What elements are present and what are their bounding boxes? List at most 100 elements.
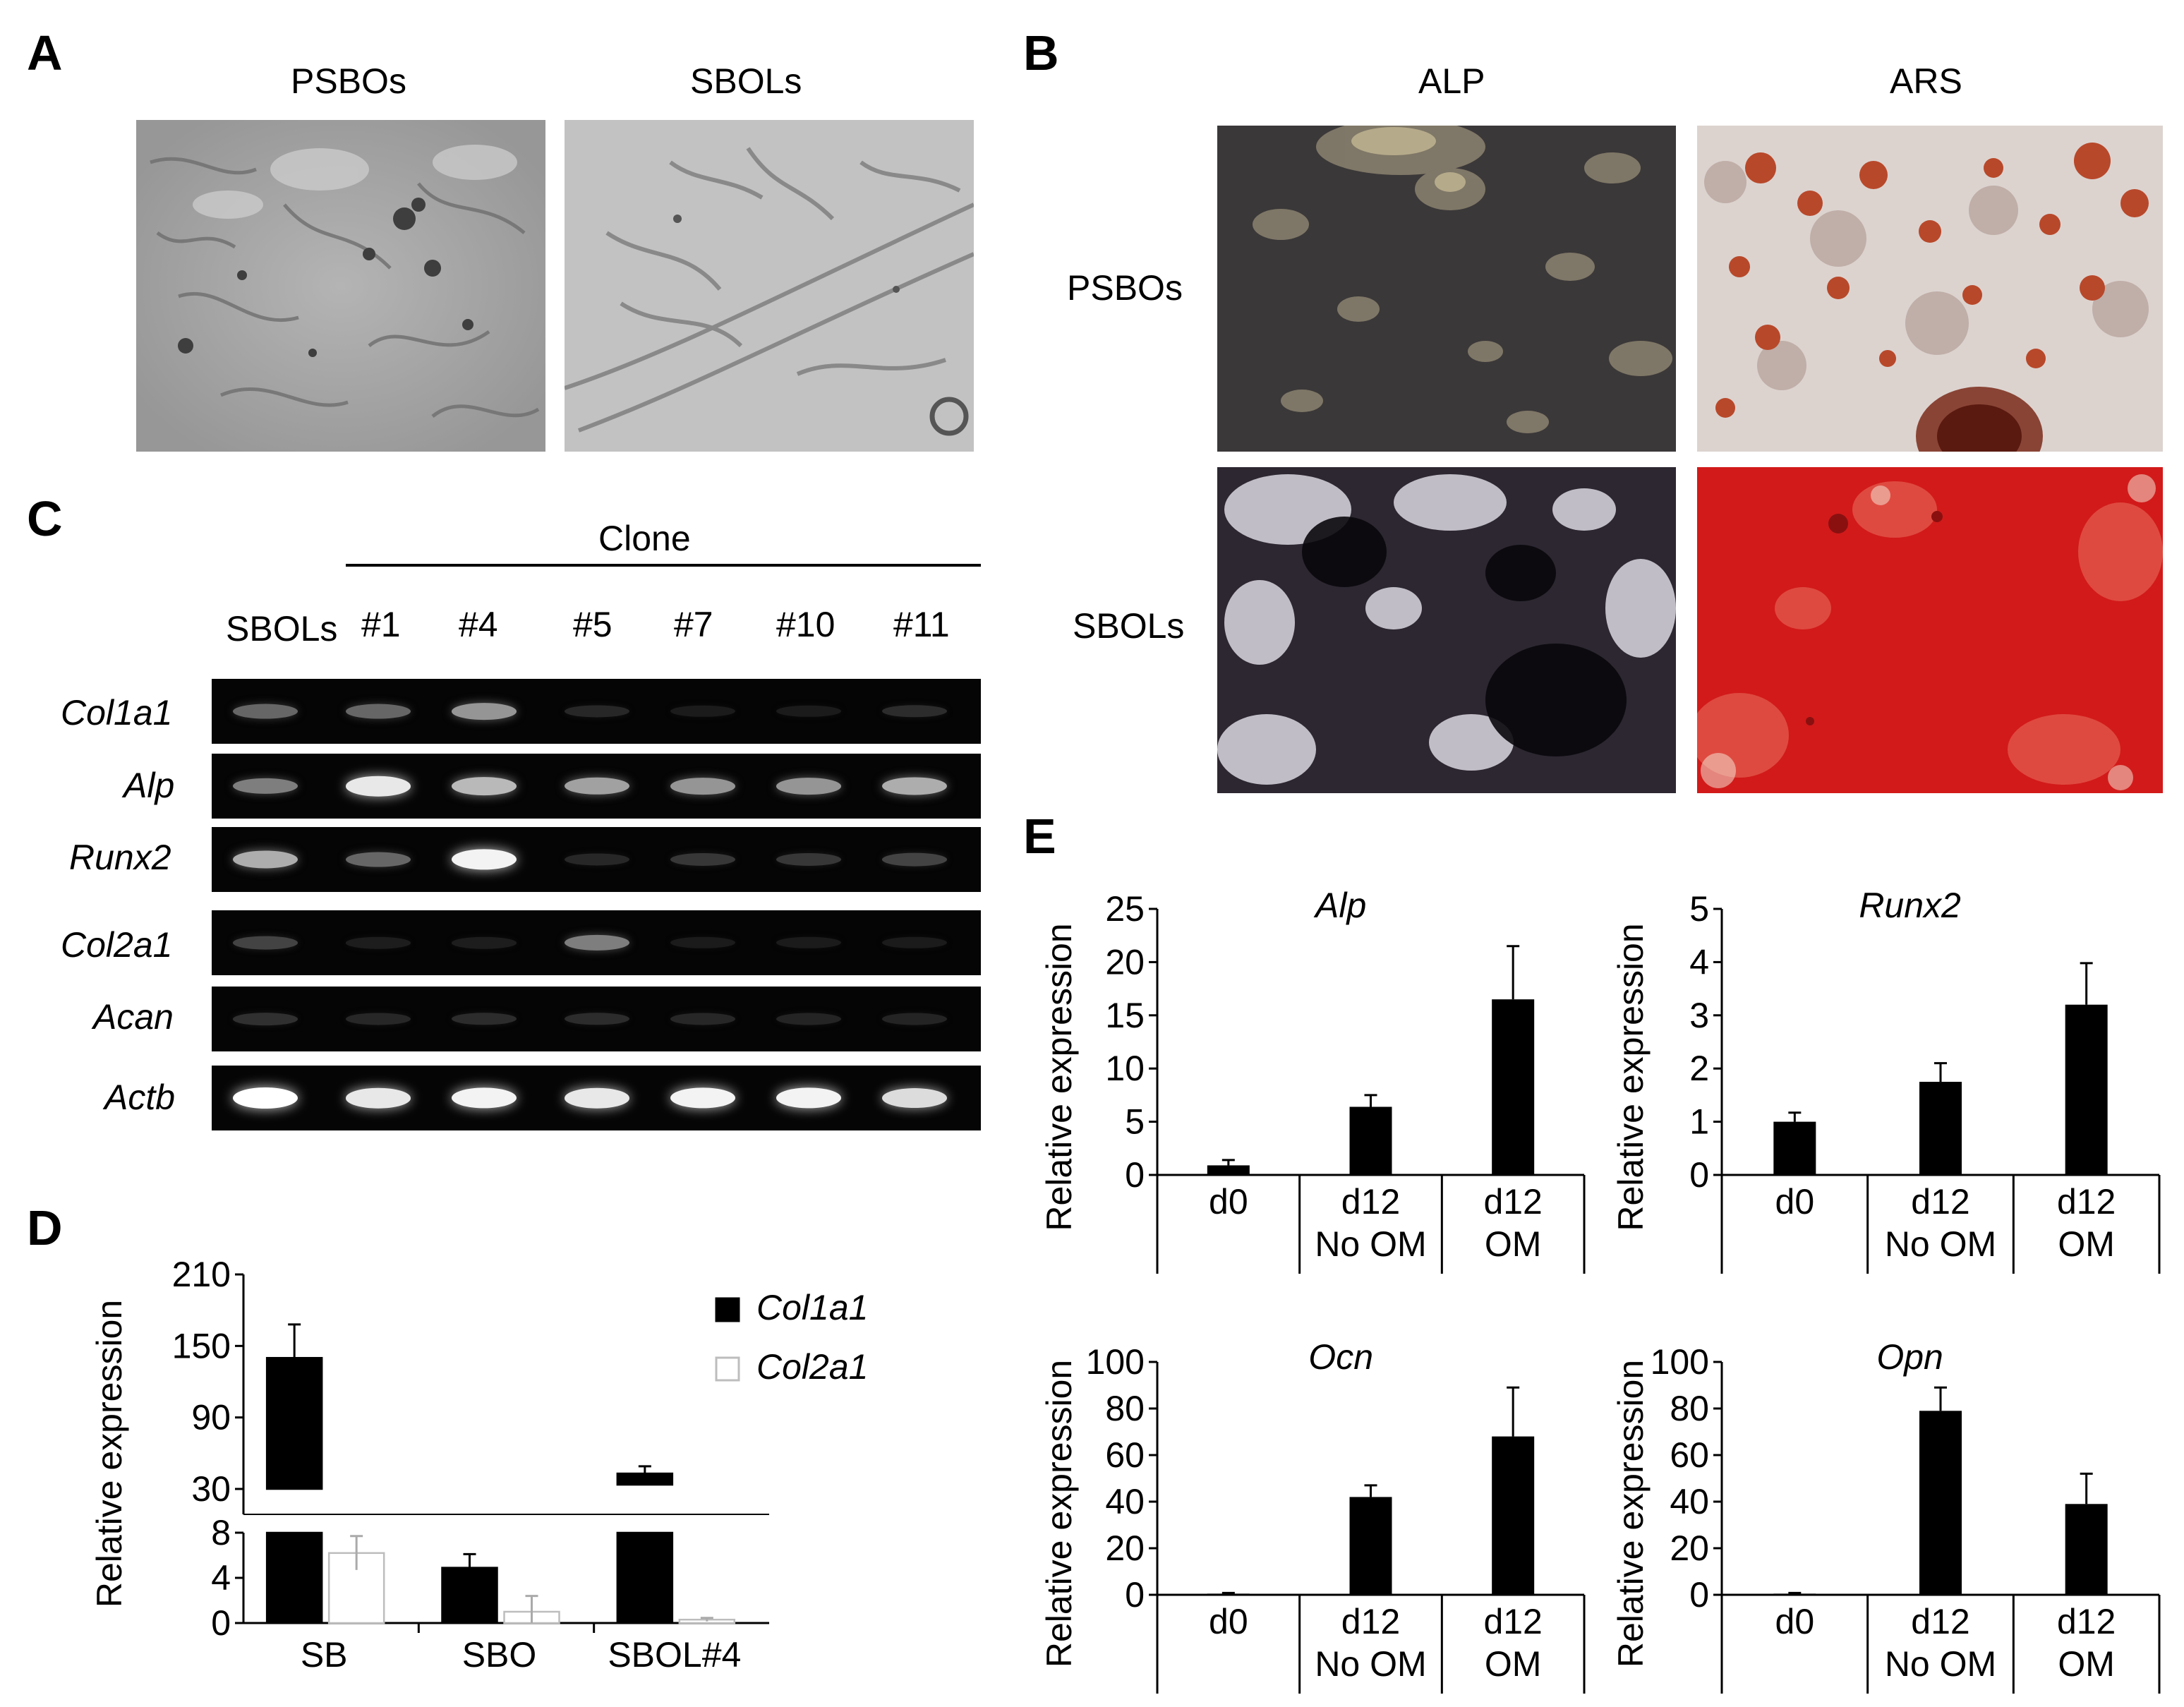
y-tick-label: 20 [1670,1528,1709,1568]
bar-col1a1-lower [265,1531,323,1624]
x-tick-label: No OM [1315,1224,1426,1264]
bar-col1a1-upper [616,1472,674,1486]
lane-label-1: #1 [361,605,401,644]
panel-a-col-label-sbols: SBOLs [690,61,802,101]
gene-label-runx2: Runx2 [69,838,171,877]
gene-label-alp: Alp [123,766,175,805]
bar [1349,1106,1392,1175]
lane-label-4: #4 [459,605,498,644]
y-tick-label: 10 [1105,1049,1145,1088]
bar-col1a1-lower [616,1531,674,1624]
gel-band [346,704,411,719]
gel-band [452,777,517,795]
gel-band [882,936,947,949]
y-tick-label: 8 [211,1513,231,1552]
gel-band [565,934,629,951]
x-tick-label: OM [2058,1644,2115,1684]
alp-stain-psbos [1217,126,1676,452]
gel-band [670,1013,735,1025]
bar-col1a1 [441,1567,498,1624]
clone-group-label: Clone [598,519,691,558]
y-axis-label: Relative expression [1611,923,1651,1231]
y-tick-label: 0 [1689,1575,1709,1615]
gel-band [882,705,947,718]
gel-band [346,936,411,949]
bar [1207,1593,1250,1595]
panel-letter-b: B [1023,25,1059,80]
x-tick-label: d0 [1775,1182,1815,1222]
panel-b-col-label-alp: ALP [1418,61,1485,101]
bar [2065,1004,2108,1175]
gel-band [776,1087,841,1109]
gel-band [452,1087,517,1109]
chart-title: Alp [1313,886,1366,925]
bar [1207,1165,1250,1175]
y-axis-label: Relative expression [1039,1360,1079,1667]
ars-stain-sbols [1697,467,2163,793]
x-tick-label: d12 [1911,1602,1969,1641]
y-tick-label: 15 [1105,996,1145,1035]
gene-label-actb: Actb [104,1078,176,1117]
gel-row-actb [212,1066,981,1130]
panel-letter-a: A [27,25,63,80]
gel-row-col2a1 [212,910,981,975]
gel-band [233,778,298,795]
gel-band [670,852,735,867]
gel-band [452,849,517,870]
y-tick-label: 0 [1125,1575,1145,1615]
gel-band [565,777,629,795]
y-tick-label: 20 [1105,942,1145,982]
gel-band [565,705,629,718]
x-tick-label: No OM [1885,1224,1996,1264]
x-tick-label: d12 [2057,1602,2116,1641]
gel-band [776,1013,841,1025]
gel-band [565,853,629,866]
gel-band [565,1087,629,1109]
lane-label-11: #11 [893,605,950,644]
micrograph-psbos [136,120,545,452]
panel-letter-c: C [27,491,63,546]
gel-row-col1a1 [212,679,981,744]
gel-band [452,936,517,949]
chart-title: Runx2 [1859,886,1961,925]
gel-band [776,778,841,795]
y-tick-label: 80 [1105,1389,1145,1428]
y-tick-label: 80 [1670,1389,1709,1428]
y-axis-label: Relative expression [90,1300,129,1608]
y-tick-label: 100 [1086,1342,1145,1382]
alp-stain-sbols [1217,467,1676,793]
gel-band [776,705,841,718]
gel-band [670,705,735,718]
gel-band [233,850,298,869]
gel-band [233,704,298,719]
y-axis-label: Relative expression [1039,923,1079,1231]
gel-band [452,1013,517,1025]
panel-letter-e: E [1023,809,1056,864]
gel-band [233,1087,298,1109]
y-tick-label: 40 [1105,1482,1145,1521]
lane-label-10: #10 [776,605,835,644]
bar [1492,999,1535,1175]
chart-title: Opn [1876,1337,1943,1377]
x-tick-label: d0 [1209,1182,1248,1222]
gel-row-acan [212,987,981,1051]
y-tick-label: 0 [211,1603,231,1643]
gel-band [670,936,735,949]
panel-letter-d: D [27,1200,63,1255]
gel-band [233,1013,298,1025]
bar-col1a1-upper [265,1356,323,1490]
y-tick-label: 5 [1689,889,1709,929]
lane-label-5: #5 [573,605,613,644]
gel-band [670,778,735,795]
gel-row-alp [212,754,981,819]
x-tick-label: d12 [2057,1182,2116,1222]
x-tick-label: No OM [1885,1644,1996,1684]
y-tick-label: 30 [191,1469,231,1509]
bar [1773,1121,1816,1175]
x-tick-label: d12 [1911,1182,1969,1222]
gene-label-col2a1: Col2a1 [61,925,173,965]
lane-label-7: #7 [674,605,713,644]
bar [1919,1082,1962,1175]
y-tick-label: 20 [1105,1528,1145,1568]
